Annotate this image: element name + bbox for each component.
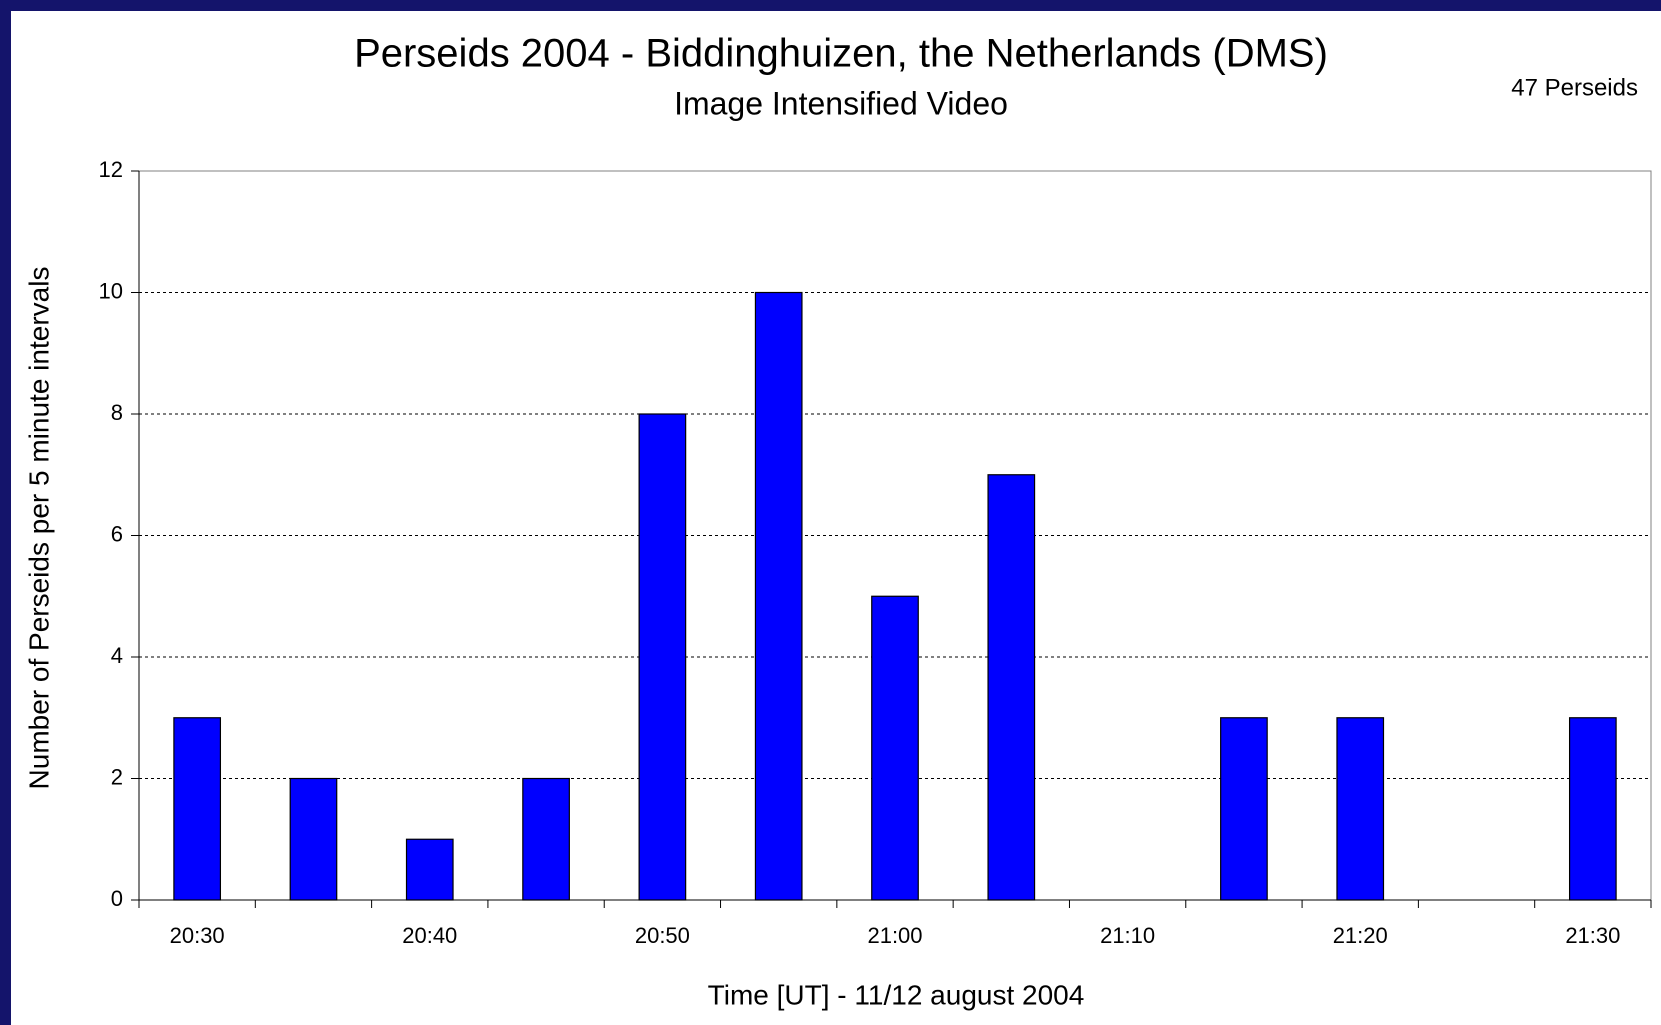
x-tick-label: 20:50 (635, 923, 690, 948)
x-tick-label: 21:20 (1333, 923, 1388, 948)
x-tick-label: 21:10 (1100, 923, 1155, 948)
x-axis-title: Time [UT] - 11/12 august 2004 (708, 979, 1085, 1010)
bar (638, 413, 687, 901)
y-tick-label: 2 (111, 764, 123, 789)
bar (1336, 717, 1385, 901)
bar (1220, 717, 1268, 901)
y-tick-label: 10 (99, 278, 123, 303)
x-tick-label: 21:00 (867, 923, 922, 948)
x-tick-label: 20:30 (170, 923, 225, 948)
bar (987, 474, 1036, 901)
y-tick-label: 4 (111, 643, 123, 668)
chart-title: Perseids 2004 - Biddinghuizen, the Nethe… (354, 32, 1328, 76)
annotation: 47 Perseids (1511, 74, 1638, 101)
bar (871, 595, 919, 901)
bar (754, 291, 803, 901)
bar (289, 777, 338, 901)
x-tick-label: 21:30 (1565, 923, 1620, 948)
chart-subtitle: Image Intensified Video (674, 85, 1008, 121)
y-tick-label: 8 (111, 400, 123, 425)
bar (173, 717, 222, 901)
y-tick-label: 12 (99, 157, 123, 182)
bar (522, 777, 570, 901)
y-tick-label: 0 (111, 886, 123, 911)
chart-background (11, 11, 1661, 1025)
bar (1568, 717, 1617, 901)
y-axis-title: Number of Perseids per 5 minute interval… (23, 267, 54, 790)
bar (405, 838, 454, 901)
x-tick-label: 20:40 (402, 923, 457, 948)
y-tick-label: 6 (111, 521, 123, 546)
